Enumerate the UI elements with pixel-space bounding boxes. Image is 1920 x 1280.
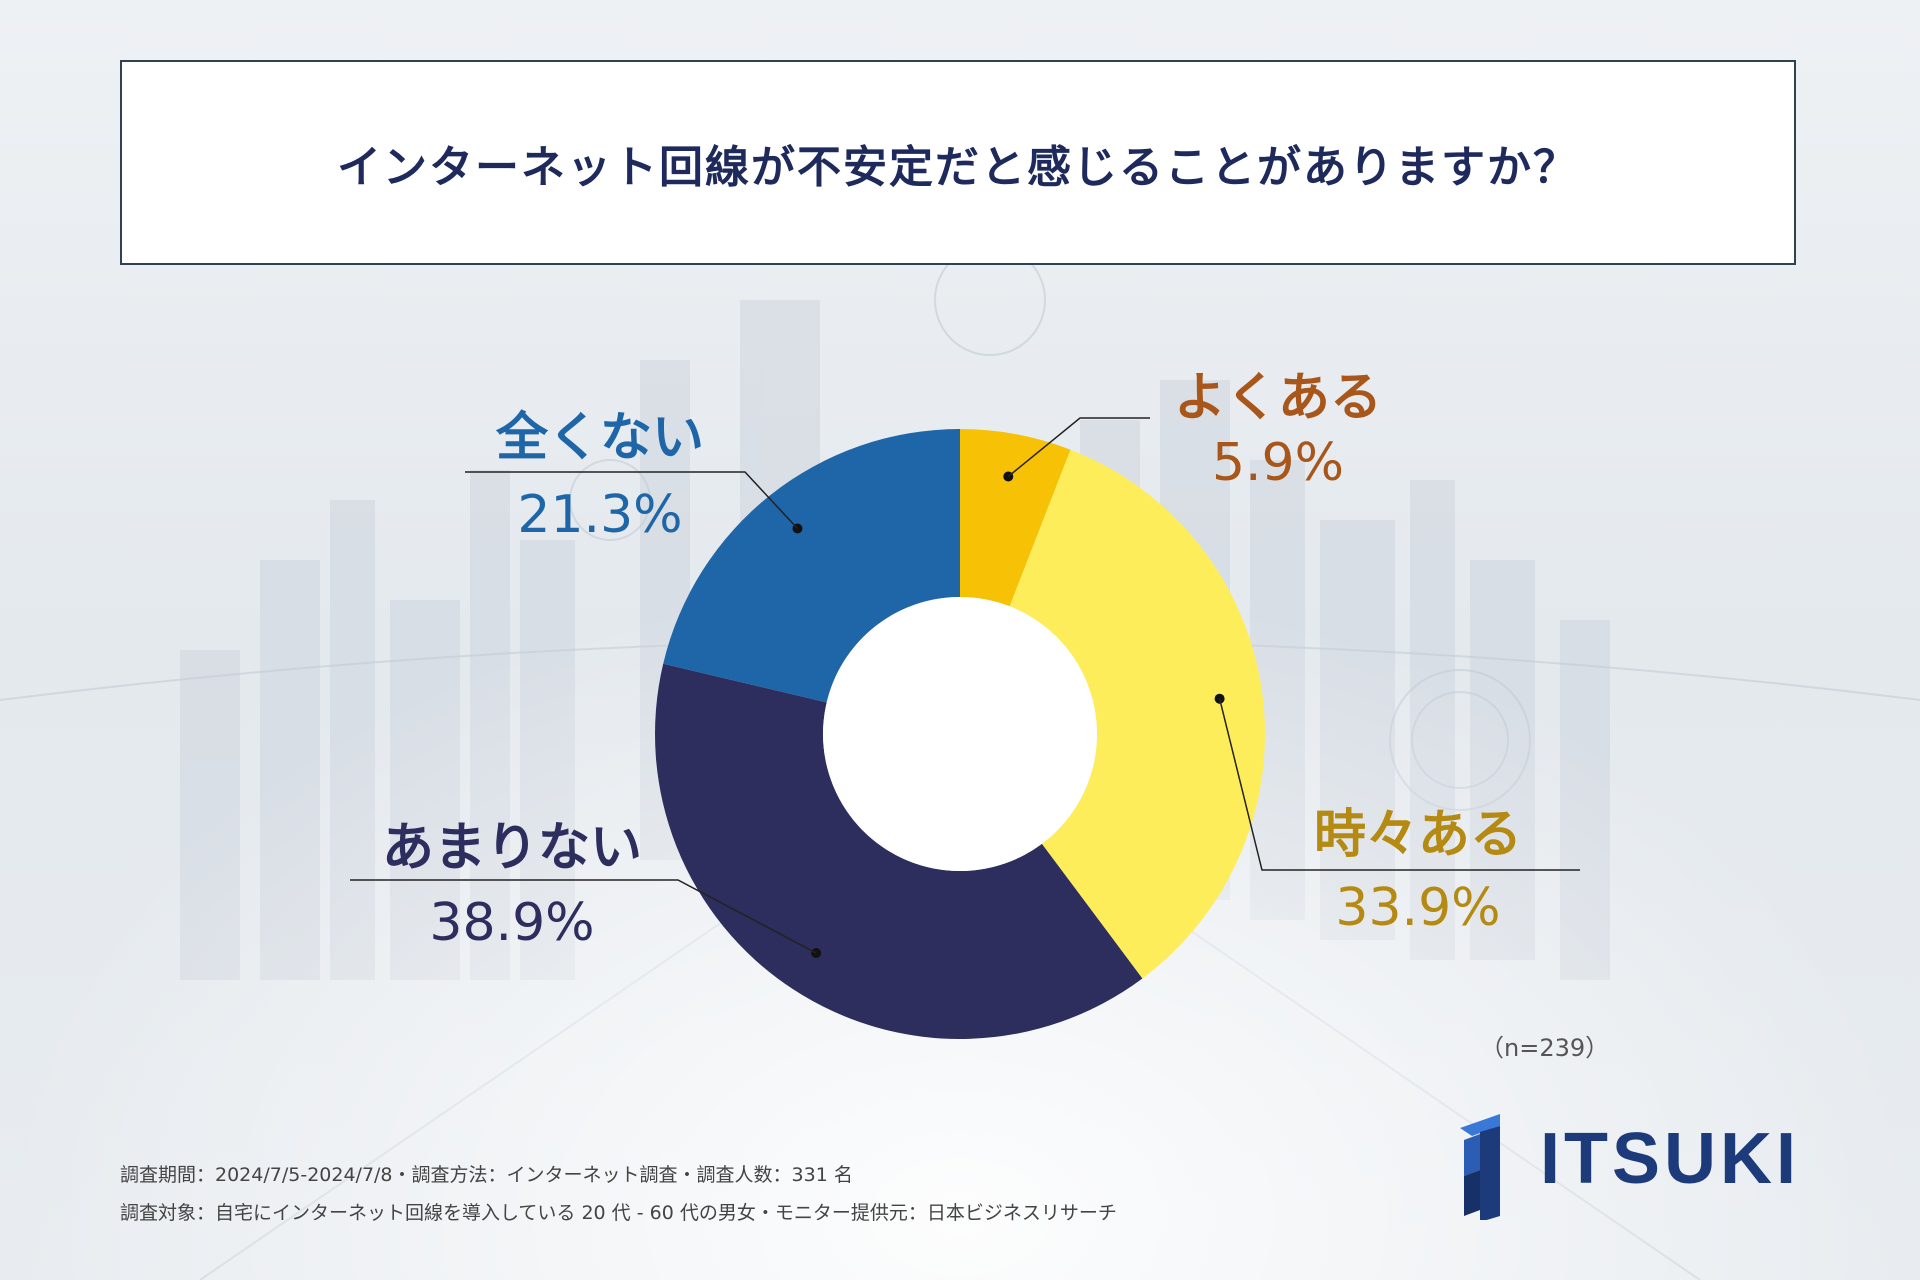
leader-line-rarely [350, 879, 817, 954]
chart-title: インターネット回線が不安定だと感じることがありますか？ [337, 141, 1579, 193]
footnote-survey-period: 調査期間：2024/7/5-2024/7/8・調査方法：インターネット調査・調査… [120, 1164, 853, 1186]
logo-text: ITSUKI [1540, 1119, 1801, 1199]
donut-hole [823, 597, 1097, 871]
label-value-often: 5.9% [1212, 433, 1344, 493]
label-name-never: 全くない [495, 408, 704, 468]
label-name-sometimes: 時々ある [1314, 805, 1522, 865]
leader-line-often [1007, 417, 1150, 478]
slice-sometimes [1009, 449, 1265, 979]
label-name-rarely: あまりない [382, 818, 642, 878]
title-box: インターネット回線が不安定だと感じることがありますか？ [120, 60, 1796, 265]
slice-rarely [655, 663, 1143, 1039]
leader-line-never [465, 471, 799, 530]
sample-size: （n=239） [1480, 1034, 1610, 1062]
leader-line-sometimes [1218, 698, 1580, 871]
itsuki-logo: ITSUKI [1450, 1100, 1810, 1222]
slice-never [663, 429, 960, 703]
slice-often [960, 429, 1071, 607]
label-value-sometimes: 33.9% [1335, 878, 1500, 938]
logo-mark-icon [1460, 1114, 1500, 1222]
label-name-often: よくある [1174, 368, 1382, 428]
footnote-survey-target: 調査対象：自宅にインターネット回線を導入している 20 代 - 60 代の男女・… [120, 1202, 1117, 1224]
label-value-never: 21.3% [517, 485, 682, 545]
label-value-rarely: 38.9% [429, 893, 594, 953]
